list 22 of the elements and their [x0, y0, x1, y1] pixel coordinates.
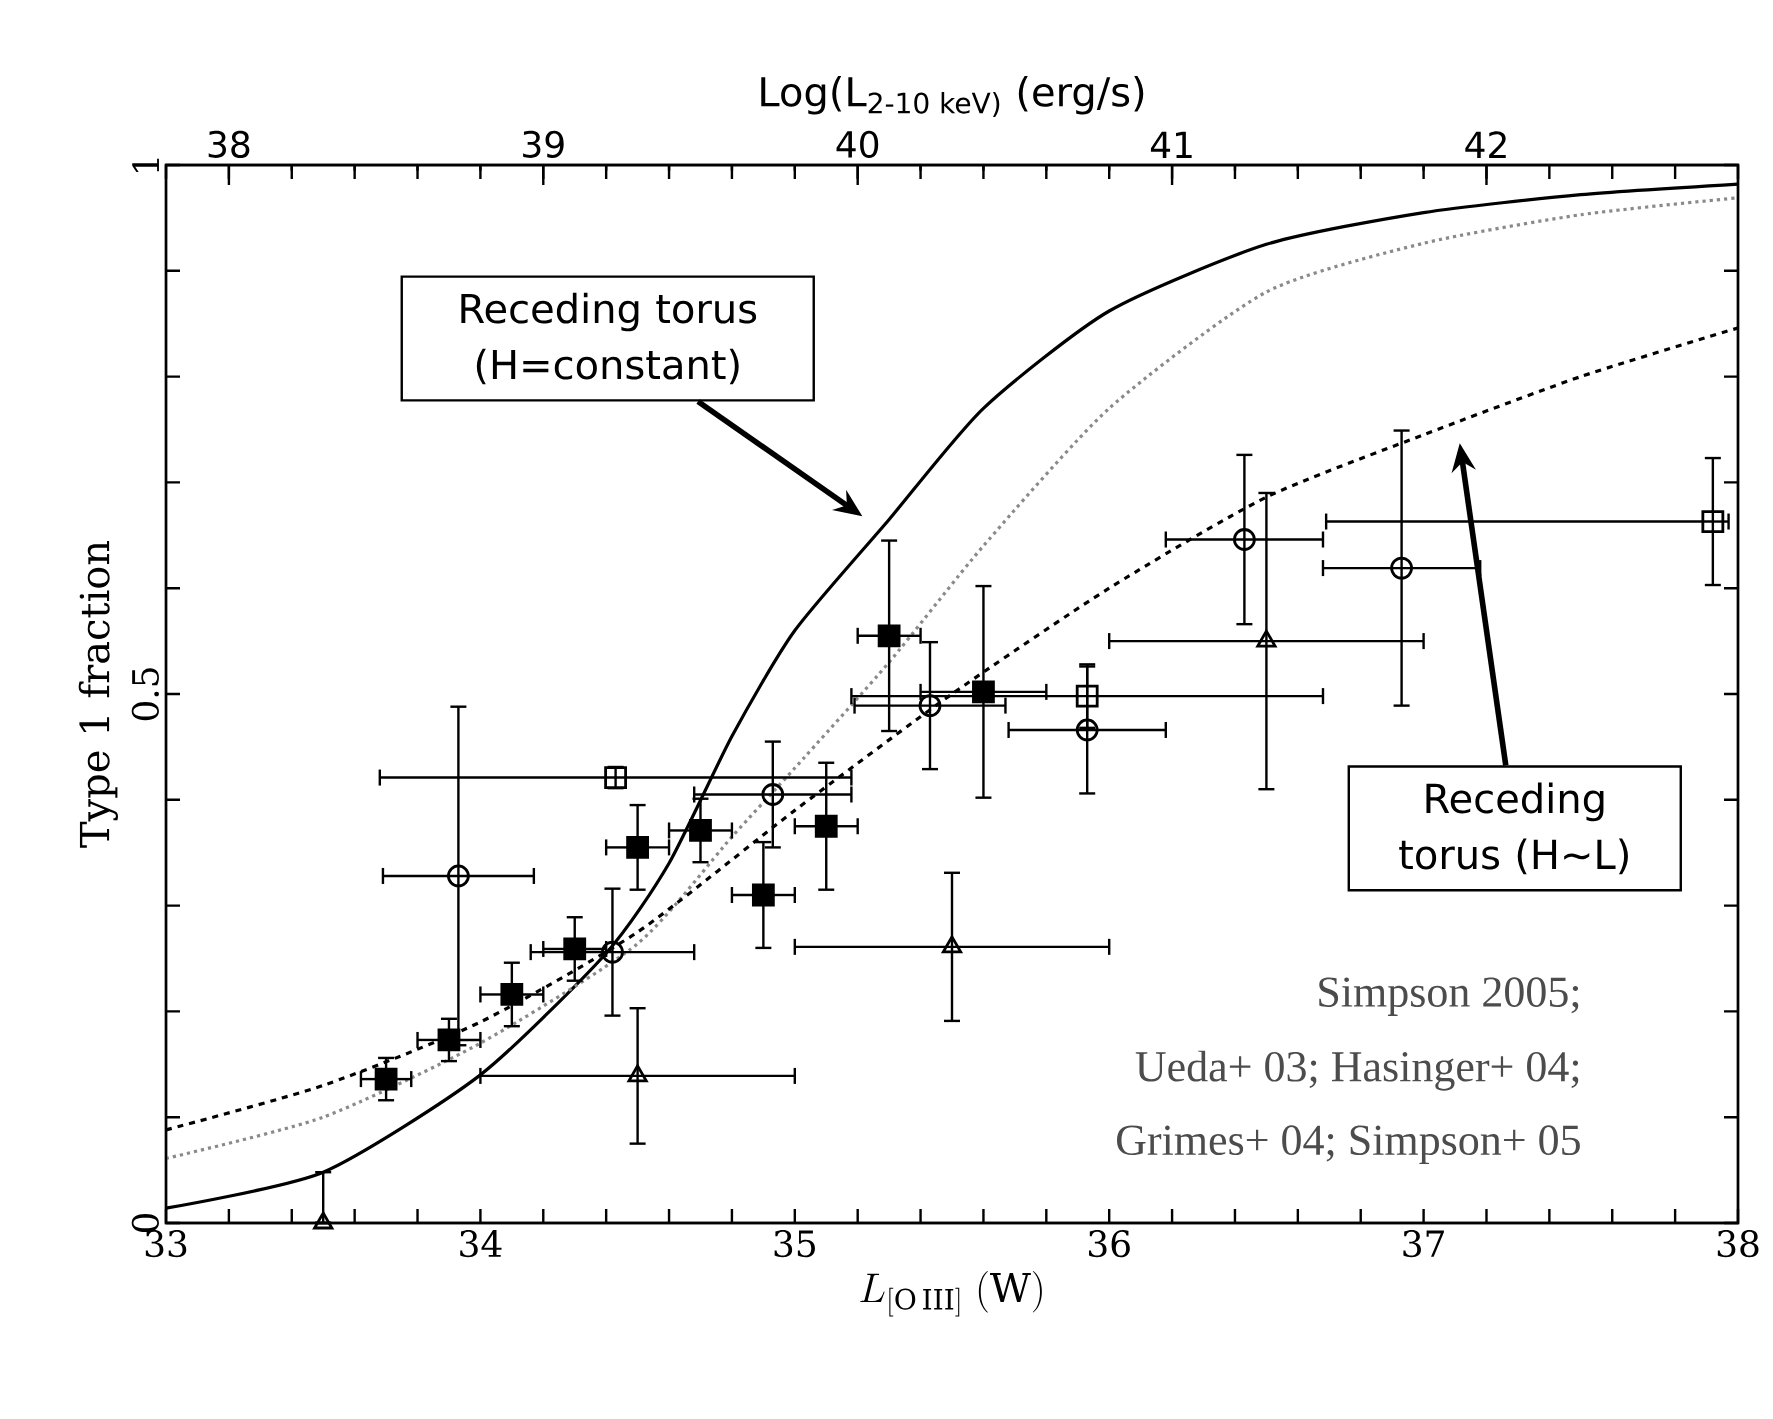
x2-tick-label: 42: [1465, 131, 1506, 158]
x2-axis-title: Log(L$_{2-10 keV)}$ (erg/s): [761, 75, 1144, 117]
x2-tick-label: 39: [523, 130, 564, 158]
annotation: Receding torus (H~L): [1399, 782, 1628, 875]
x-tick-label: 35: [774, 1230, 815, 1258]
x-tick-label: 36: [1089, 1230, 1130, 1258]
y-tick-label: 0.5: [131, 668, 159, 721]
annotation: Ueda+ 03; Hasinger+ 04;: [1135, 1050, 1579, 1091]
x2-tick-label: 38: [208, 130, 250, 158]
x2-tick-label: 41: [1150, 131, 1192, 158]
y-tick-label: 1: [132, 158, 159, 173]
x2-tick-label: 40: [836, 130, 879, 158]
annotation: Receding torus (H=constant): [461, 292, 757, 385]
x-tick-label: 34: [460, 1230, 502, 1258]
x-tick-label: 37: [1403, 1230, 1444, 1258]
annotation: Simpson 2005;: [1319, 977, 1579, 1016]
x-axis-title: $L_{[\mathrm{O\,III}]}\;(\mathrm{W})$: [860, 1271, 1042, 1317]
x-tick-label: 38: [1717, 1230, 1759, 1258]
annotation: Grimes+ 04; Simpson+ 05: [1116, 1125, 1580, 1165]
y-tick-label: 0: [131, 1213, 159, 1233]
y-axis-title: Type 1 fraction: [78, 540, 118, 848]
x-tick-label: 33: [145, 1230, 187, 1258]
